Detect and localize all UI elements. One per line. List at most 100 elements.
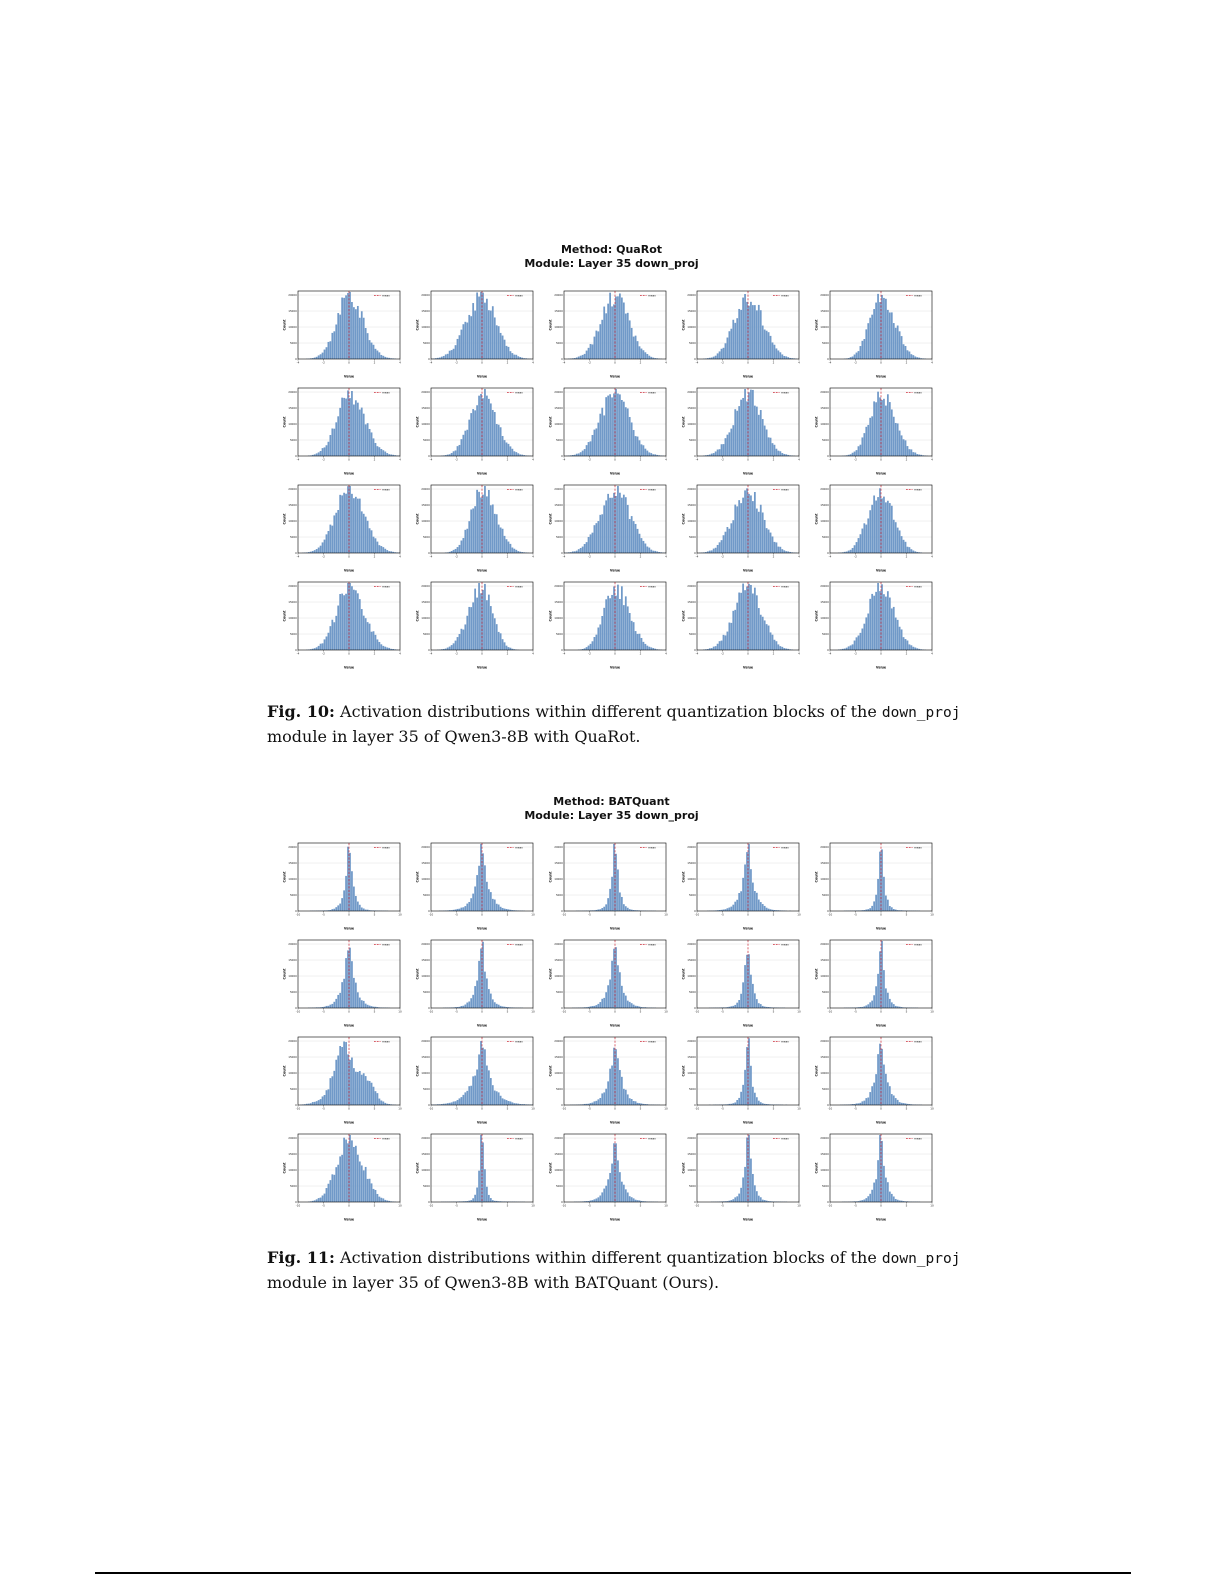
legend-label: mean — [914, 584, 922, 588]
svg-text:5: 5 — [640, 1107, 642, 1111]
svg-text:-4: -4 — [829, 555, 832, 559]
histogram-subplot: 0 5000 10000 15000 20000 -10 -5 0 5 10 mean Value Co… — [547, 1034, 672, 1127]
svg-text:15000: 15000 — [421, 1152, 430, 1156]
svg-text:2: 2 — [640, 458, 642, 462]
svg-text:-4: -4 — [430, 361, 433, 365]
svg-text:10: 10 — [398, 1204, 402, 1208]
svg-text:15000: 15000 — [820, 406, 829, 410]
svg-text:0: 0 — [481, 652, 483, 656]
histogram-bars — [708, 954, 786, 1008]
axis-tick-labels: 0 5000 10000 15000 20000 -10 -5 0 5 10 — [687, 1136, 801, 1208]
figure-11-caption: Fig. 11: Activation distributions within… — [267, 1246, 967, 1296]
legend-label: mean — [515, 1136, 523, 1140]
svg-text:10000: 10000 — [554, 422, 563, 426]
axis-tick-labels: 0 5000 10000 15000 20000 -4 -2 0 2 4 — [554, 293, 667, 365]
svg-text:-2: -2 — [588, 361, 591, 365]
histogram-bars — [444, 486, 529, 553]
svg-text:0: 0 — [428, 454, 430, 458]
svg-text:2: 2 — [374, 361, 376, 365]
svg-text:20000: 20000 — [820, 845, 829, 849]
x-axis-label: Value — [344, 1024, 355, 1028]
histogram-plot-svg: 0 5000 10000 15000 20000 -4 -2 0 2 4 mean Value Coun… — [549, 387, 667, 476]
histogram-subplot: 0 5000 10000 15000 20000 -10 -5 0 5 10 mean Value Co… — [281, 840, 406, 933]
figure-10-caption-code: down_proj — [881, 705, 961, 721]
histogram-bars — [305, 292, 396, 359]
svg-text:0: 0 — [295, 1200, 297, 1204]
svg-text:-2: -2 — [721, 361, 724, 365]
svg-text:-10: -10 — [296, 1107, 301, 1111]
svg-text:10: 10 — [797, 1204, 801, 1208]
axis-tick-labels: 0 5000 10000 15000 20000 -10 -5 0 5 10 — [820, 1039, 934, 1111]
svg-text:-10: -10 — [562, 1204, 567, 1208]
histogram-subplot: 0 5000 10000 15000 20000 -10 -5 0 5 10 mean Value Co… — [281, 1131, 406, 1224]
x-axis-label: Value — [876, 1218, 887, 1222]
svg-text:0: 0 — [348, 555, 350, 559]
plot-legend: mean — [906, 1039, 922, 1043]
svg-text:15000: 15000 — [820, 600, 829, 604]
histogram-plot-svg: 0 5000 10000 15000 20000 -4 -2 0 2 4 mean Value Coun… — [283, 290, 401, 379]
y-axis-label: Count — [549, 1162, 553, 1173]
plot-legend: mean — [507, 487, 523, 491]
legend-label: mean — [382, 1136, 390, 1140]
svg-text:-2: -2 — [455, 555, 458, 559]
svg-text:5000: 5000 — [556, 535, 563, 539]
svg-text:4: 4 — [532, 652, 534, 656]
svg-text:4: 4 — [399, 652, 401, 656]
histogram-plot-svg: 0 5000 10000 15000 20000 -4 -2 0 2 4 mean Value Coun… — [815, 387, 933, 476]
svg-text:20000: 20000 — [820, 1039, 829, 1043]
x-axis-label: Value — [344, 927, 355, 931]
svg-text:-4: -4 — [297, 652, 300, 656]
histogram-bars — [571, 947, 657, 1008]
histogram-plot-svg: 0 5000 10000 15000 20000 -10 -5 0 5 10 mean Value Co… — [416, 1133, 535, 1222]
axis-tick-labels: 0 5000 10000 15000 20000 -10 -5 0 5 10 — [687, 845, 801, 917]
svg-text:15000: 15000 — [288, 958, 297, 962]
svg-text:20000: 20000 — [687, 942, 696, 946]
histogram-plot-svg: 0 5000 10000 15000 20000 -10 -5 0 5 10 mean Value Co… — [549, 939, 668, 1028]
svg-text:-4: -4 — [297, 555, 300, 559]
histogram-plot-svg: 0 5000 10000 15000 20000 -10 -5 0 5 10 mean Value Co… — [549, 1133, 668, 1222]
histogram-bars — [699, 488, 797, 553]
histogram-bars — [438, 844, 526, 911]
svg-text:10000: 10000 — [687, 325, 696, 329]
legend-label: mean — [914, 1039, 922, 1043]
svg-text:5000: 5000 — [423, 535, 430, 539]
y-axis-label: Count — [416, 968, 420, 979]
histogram-plot-svg: 0 5000 10000 15000 20000 -10 -5 0 5 10 mean Value Co… — [283, 842, 402, 931]
svg-text:5000: 5000 — [822, 341, 829, 345]
svg-text:10: 10 — [398, 1107, 402, 1111]
svg-text:2: 2 — [374, 652, 376, 656]
svg-text:0: 0 — [747, 913, 749, 917]
svg-text:15000: 15000 — [288, 600, 297, 604]
svg-text:10: 10 — [398, 1010, 402, 1014]
x-axis-label: Value — [344, 1218, 355, 1222]
y-axis-label: Count — [283, 871, 287, 882]
legend-label: mean — [914, 487, 922, 491]
x-axis-label: Value — [876, 472, 887, 476]
svg-text:-2: -2 — [854, 652, 857, 656]
axis-tick-labels: 0 5000 10000 15000 20000 -10 -5 0 5 10 — [820, 1136, 934, 1208]
histogram-subplot: 0 5000 10000 15000 20000 -4 -2 0 2 4 mean Value Coun… — [547, 385, 672, 478]
svg-text:20000: 20000 — [687, 845, 696, 849]
svg-text:-5: -5 — [721, 1204, 724, 1208]
svg-text:-5: -5 — [721, 1010, 724, 1014]
histogram-plot-svg: 0 5000 10000 15000 20000 -10 -5 0 5 10 mean Value Co… — [283, 939, 402, 1028]
svg-text:5000: 5000 — [423, 438, 430, 442]
svg-text:20000: 20000 — [687, 390, 696, 394]
histogram-bars — [702, 294, 797, 359]
y-axis-label: Count — [682, 610, 686, 621]
svg-text:15000: 15000 — [288, 406, 297, 410]
x-axis-label: Value — [610, 1121, 621, 1125]
histogram-bars — [843, 849, 921, 911]
x-axis-label: Value — [743, 1024, 754, 1028]
svg-text:0: 0 — [348, 361, 350, 365]
svg-text:2: 2 — [374, 458, 376, 462]
histogram-bars — [442, 941, 524, 1008]
histogram-subplot: 0 5000 10000 15000 20000 -10 -5 0 5 10 mean Value Co… — [281, 1034, 406, 1127]
svg-text:20000: 20000 — [421, 1039, 430, 1043]
histogram-bars — [837, 488, 923, 553]
svg-text:-2: -2 — [721, 652, 724, 656]
svg-text:10000: 10000 — [554, 325, 563, 329]
axis-tick-labels: 0 5000 10000 15000 20000 -10 -5 0 5 10 — [554, 845, 668, 917]
histogram-plot-svg: 0 5000 10000 15000 20000 -10 -5 0 5 10 mean Value Co… — [549, 1036, 668, 1125]
svg-text:-5: -5 — [854, 1107, 857, 1111]
